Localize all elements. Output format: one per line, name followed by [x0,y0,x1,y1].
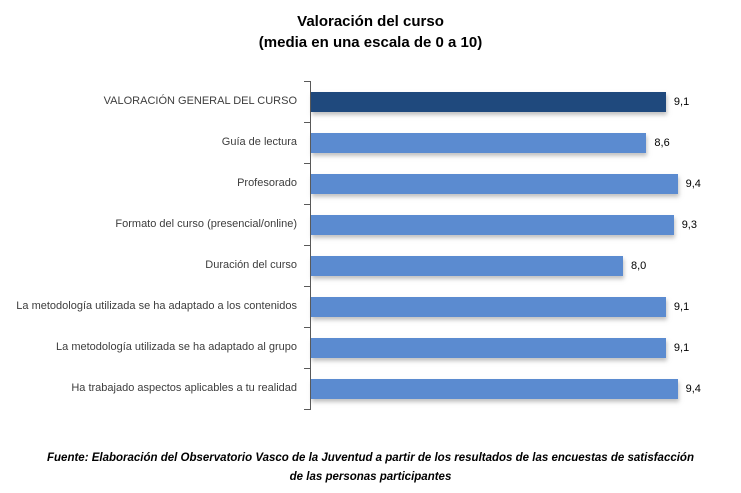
axis-tick [304,327,310,328]
source-note: Fuente: Elaboración del Observatorio Vas… [0,449,741,487]
bar-row: Ha trabajado aspectos aplicables a tu re… [0,368,741,409]
bar-row: Profesorado 9,4 [0,163,741,204]
category-label: VALORACIÓN GENERAL DEL CURSO [103,95,297,108]
value-label: 9,1 [673,300,690,313]
axis-tick [304,204,310,205]
bar-row: Duración del curso 8,0 [0,245,741,286]
axis-tick [304,122,310,123]
category-label: Duración del curso [205,259,297,272]
category-label: Ha trabajado aspectos aplicables a tu re… [71,382,297,395]
bar [311,255,623,276]
bar-row: Formato del curso (presencial/online) 9,… [0,204,741,245]
bar-track: 8,0 [311,245,701,286]
chart-title-block: Valoración del curso (media en una escal… [0,11,741,53]
axis-tick [304,368,310,369]
bar [311,132,647,153]
value-label: 9,1 [673,341,690,354]
bar-track: 9,4 [311,368,701,409]
category-label: Guía de lectura [221,136,297,149]
axis-tick [304,81,310,82]
bar [311,91,666,112]
source-note-text: Fuente: Elaboración del Observatorio Vas… [47,452,694,483]
chart-title: Valoración del curso [297,13,444,30]
bar-row: VALORACIÓN GENERAL DEL CURSO 9,1 [0,81,741,122]
value-label: 9,1 [673,95,690,108]
value-label: 8,6 [654,136,670,149]
value-label: 9,3 [681,218,697,231]
value-label: 9,4 [685,382,701,395]
bar [311,296,666,317]
bar-track: 9,1 [311,286,701,327]
axis-tick [304,163,310,164]
category-label: La metodología utilizada se ha adaptado … [16,300,297,313]
y-axis-line [310,81,311,410]
bar-row: Guía de lectura 8,6 [0,122,741,163]
bar-track: 9,1 [311,327,701,368]
chart-subtitle: (media en una escala de 0 a 10) [258,34,483,51]
value-label: 8,0 [631,259,647,272]
bar [311,378,678,399]
bar-row: La metodología utilizada se ha adaptado … [0,286,741,327]
axis-tick [304,245,310,246]
value-label: 9,4 [685,177,701,190]
bar [311,337,666,358]
bar-track: 9,4 [311,163,701,204]
bar-track: 9,1 [311,81,701,122]
bar [311,173,678,194]
category-label: Profesorado [237,177,297,190]
category-label: Formato del curso (presencial/online) [115,218,297,231]
plot-area: VALORACIÓN GENERAL DEL CURSO 9,1 Guía de… [0,81,741,410]
bar-track: 8,6 [311,122,701,163]
bar-rows: VALORACIÓN GENERAL DEL CURSO 9,1 Guía de… [0,81,741,409]
axis-tick [304,409,310,410]
bar [311,214,674,235]
category-label: La metodología utilizada se ha adaptado … [56,341,297,354]
bar-row: La metodología utilizada se ha adaptado … [0,327,741,368]
axis-tick [304,286,310,287]
bar-track: 9,3 [311,204,701,245]
